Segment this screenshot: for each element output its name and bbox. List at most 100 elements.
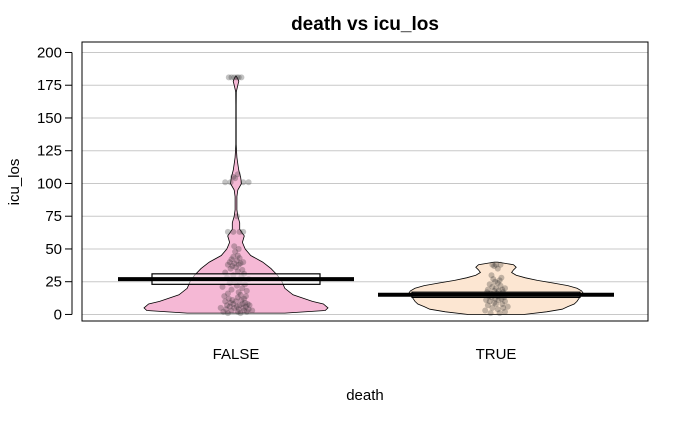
data-point <box>224 290 231 297</box>
data-point <box>228 286 235 293</box>
data-point <box>227 179 234 186</box>
data-point <box>500 304 507 311</box>
data-point <box>238 74 245 81</box>
y-tick-label: 150 <box>37 110 62 127</box>
y-tick-label: 50 <box>45 241 62 258</box>
data-point <box>224 228 231 235</box>
data-point <box>233 74 240 81</box>
data-point <box>234 252 241 259</box>
data-point <box>499 286 506 293</box>
violin-false <box>143 75 329 314</box>
data-point <box>242 303 249 310</box>
data-point <box>494 265 501 272</box>
data-point <box>497 282 504 289</box>
data-point <box>231 304 238 311</box>
data-point <box>236 228 243 235</box>
data-point <box>220 308 227 315</box>
data-point <box>482 307 489 314</box>
data-point <box>230 253 237 260</box>
data-point <box>235 246 242 252</box>
data-point <box>239 301 246 307</box>
data-point <box>224 261 231 268</box>
data-point <box>240 259 247 266</box>
y-tick-label: 25 <box>45 274 62 291</box>
data-point <box>249 307 256 314</box>
data-point <box>231 74 238 81</box>
data-point <box>491 299 498 306</box>
data-point <box>237 310 244 317</box>
data-point <box>498 274 505 281</box>
y-tick-label: 200 <box>37 44 62 61</box>
data-point <box>232 248 239 255</box>
data-point <box>237 291 244 298</box>
data-point <box>223 306 230 313</box>
data-point <box>229 297 236 303</box>
y-tick-label: 0 <box>54 306 62 323</box>
y-tick-label: 75 <box>45 208 62 225</box>
data-point <box>497 261 504 268</box>
x-axis-label: death <box>346 387 384 404</box>
data-point <box>226 303 233 310</box>
y-axis-label: icu_los <box>6 159 23 206</box>
data-point <box>484 302 491 309</box>
data-point <box>230 228 237 235</box>
data-point <box>234 171 241 178</box>
data-point <box>488 272 495 279</box>
data-point <box>240 228 247 235</box>
data-point <box>225 74 232 81</box>
data-point <box>228 307 235 314</box>
y-tick-label: 175 <box>37 77 62 94</box>
y-tick-label: 125 <box>37 143 62 160</box>
data-point <box>239 285 246 292</box>
data-point <box>221 293 228 300</box>
data-point <box>226 259 233 266</box>
data-point <box>492 278 499 285</box>
data-point <box>490 276 497 283</box>
data-point <box>240 304 247 311</box>
data-point <box>228 74 235 81</box>
data-point <box>495 297 502 303</box>
data-point <box>227 299 234 306</box>
data-point <box>234 268 241 275</box>
data-point <box>489 261 496 268</box>
data-point <box>484 286 491 293</box>
data-point <box>494 306 501 313</box>
data-point <box>242 299 248 306</box>
data-point <box>231 243 238 250</box>
data-point <box>502 285 508 292</box>
data-point <box>489 283 496 290</box>
data-point <box>222 179 229 186</box>
data-point <box>234 308 241 315</box>
data-point <box>236 255 243 262</box>
data-point <box>233 298 239 305</box>
data-point <box>234 294 241 301</box>
data-point <box>245 306 252 313</box>
data-point <box>242 293 249 300</box>
data-point <box>237 260 244 267</box>
data-point <box>233 264 239 271</box>
data-point <box>246 302 253 309</box>
data-point <box>235 261 242 268</box>
data-point <box>231 260 238 267</box>
data-point <box>241 307 248 314</box>
x-axis: FALSE TRUE <box>213 346 517 363</box>
data-point <box>244 301 251 307</box>
data-point <box>233 213 240 220</box>
data-point <box>243 287 250 294</box>
x-tick-label: TRUE <box>476 346 517 363</box>
data-point <box>224 310 231 317</box>
data-point <box>235 306 242 313</box>
data-point <box>224 302 230 309</box>
data-point <box>486 281 493 288</box>
data-point <box>504 303 511 310</box>
data-point <box>499 301 506 307</box>
data-point <box>236 302 243 309</box>
data-point <box>496 277 503 284</box>
data-point <box>219 283 226 290</box>
data-point <box>228 256 235 263</box>
data-point <box>227 265 234 272</box>
data-point <box>496 310 503 317</box>
mean-lines <box>118 277 614 297</box>
data-point <box>493 285 499 292</box>
